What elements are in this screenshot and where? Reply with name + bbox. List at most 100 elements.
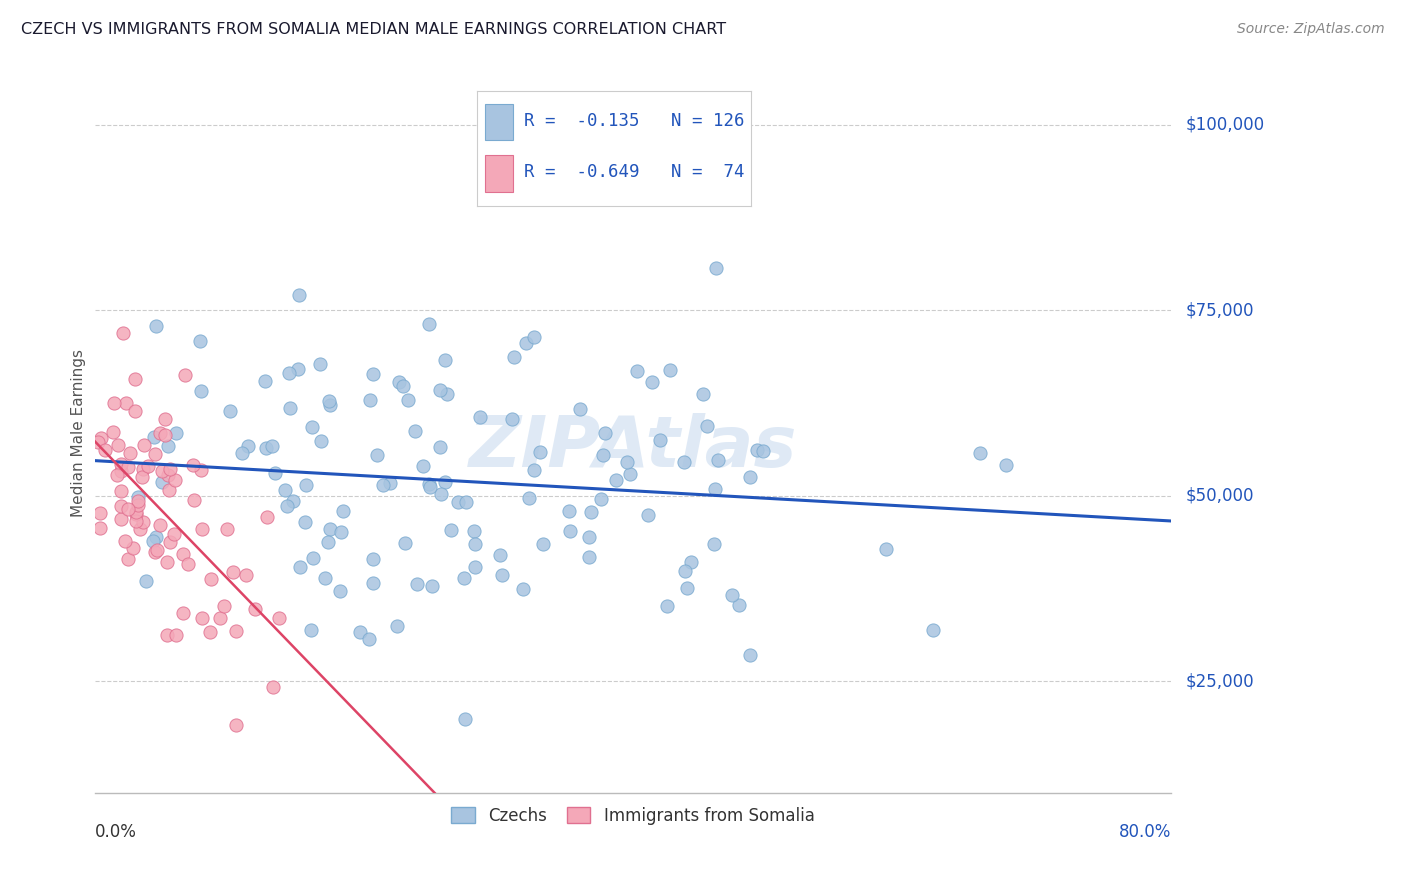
Point [125,505,148,519]
Point [366,448,388,462]
Point [131,470,153,484]
Point [309,357,332,371]
Point [301,420,323,434]
Point [156,628,179,642]
Point [294,516,316,530]
Point [440,523,463,537]
Point [529,444,551,458]
Point [332,504,354,518]
Text: $100,000: $100,000 [1185,116,1264,134]
Point [149,518,172,533]
Point [135,574,157,588]
Point [969,446,991,460]
Point [727,598,749,612]
Point [90,431,112,445]
Point [155,555,177,569]
Point [110,512,132,526]
Point [592,448,614,462]
Text: 80.0%: 80.0% [1119,823,1171,841]
Point [569,401,592,416]
Point [589,491,612,506]
Point [418,317,440,331]
Point [125,514,148,528]
Point [418,477,440,491]
Point [679,555,702,569]
Point [288,288,311,302]
Point [122,541,145,555]
Point [420,579,443,593]
Point [150,464,173,478]
Point [114,395,136,409]
Point [433,475,456,489]
Point [434,352,457,367]
Point [388,375,411,389]
Point [740,469,762,483]
Point [673,455,696,469]
Point [143,447,166,461]
Text: 0.0%: 0.0% [94,823,136,841]
Point [359,632,381,646]
Point [626,363,648,377]
Point [145,542,167,557]
Point [316,535,339,549]
Point [93,442,115,457]
Point [491,568,513,582]
Point [105,467,128,482]
Point [165,627,187,641]
Point [132,516,155,530]
Legend: Czechs, Immigrants from Somalia: Czechs, Immigrants from Somalia [444,800,821,831]
Y-axis label: Median Male Earnings: Median Male Earnings [72,349,86,516]
Point [429,383,451,397]
Point [127,493,149,508]
Point [470,409,492,424]
Point [142,430,165,444]
Point [579,504,602,518]
Point [488,548,510,562]
Point [637,508,659,523]
Point [231,445,253,459]
Point [657,599,679,614]
Point [136,459,159,474]
Point [129,522,152,536]
Point [721,589,744,603]
Point [363,551,385,566]
Point [277,366,299,380]
Point [692,387,714,401]
Point [278,401,301,416]
Point [111,326,134,340]
Point [114,533,136,548]
Point [578,530,600,544]
Point [124,372,146,386]
Point [706,453,728,467]
Point [260,439,283,453]
Point [153,411,176,425]
Point [396,392,419,407]
Point [222,565,245,579]
Point [650,433,672,447]
Point [299,623,322,637]
Point [640,375,662,389]
Point [675,581,697,595]
Point [501,411,523,425]
Point [578,550,600,565]
Point [225,624,247,638]
Point [149,425,172,440]
Point [157,439,180,453]
Point [464,559,486,574]
Point [922,623,945,637]
Point [419,480,441,494]
Point [172,547,194,561]
Point [157,467,180,482]
Point [190,384,212,399]
Point [287,361,309,376]
Point [464,536,486,550]
Point [412,458,434,473]
Point [593,425,616,440]
Point [329,583,352,598]
Text: Source: ZipAtlas.com: Source: ZipAtlas.com [1237,22,1385,37]
Point [515,336,537,351]
Point [752,444,775,458]
Point [406,577,429,591]
Point [619,467,641,481]
Point [89,521,111,535]
